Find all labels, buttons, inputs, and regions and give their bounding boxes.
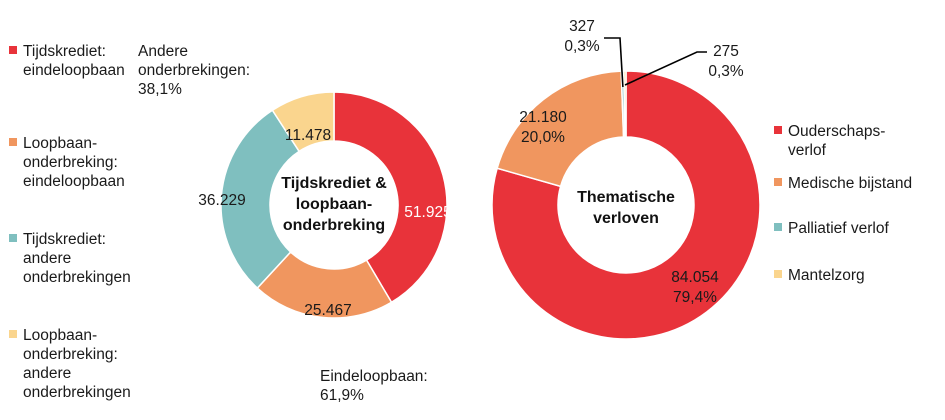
legend2-swatch-4 (774, 270, 782, 278)
donut2-value-label-4: 275 0,3% (708, 43, 744, 80)
legend1-swatch-4 (9, 330, 17, 338)
donut1-value-label-1: 51.925 (404, 204, 451, 221)
legend1-swatch-3 (9, 234, 17, 242)
legend1-swatch-1 (9, 46, 17, 54)
legend2-entry-2: Medische bijstand (788, 175, 912, 192)
donut1-value-label-3: 36.229 (198, 192, 245, 209)
annotation-eindeloopbaan: Eindeloopbaan: 61,9% (320, 368, 428, 404)
donut2-value-label-2: 21.180 20,0% (519, 109, 567, 146)
legend1-entry-1: Tijdskrediet: eindeloopbaan (23, 43, 125, 79)
donut2-value-label-1: 84.054 79,4% (671, 269, 719, 306)
legend1-entry-4: Loopbaan-onderbreking: andere onderbreking… (23, 327, 131, 401)
annotation-andere-onderbrekingen: Andere onderbrekingen: 38,1% (138, 43, 250, 98)
legend2-entry-4: Mantelzorg (788, 267, 865, 284)
donut2-slice-1 (491, 70, 761, 340)
donut2-slice-2 (496, 70, 625, 188)
donut1-value-label-2: 25.467 (304, 302, 351, 319)
donut1-center-title: Tijdskrediet & loopbaan-onderbreking (281, 175, 387, 234)
donut1-value-label-4: 11.478 (285, 127, 331, 144)
legend2-entry-3: Palliatief verlof (788, 220, 889, 237)
donut2-leader-line-3 (604, 37, 624, 88)
donut1-slice-3 (220, 109, 301, 290)
donut2-slice-4 (623, 70, 627, 138)
legend1-swatch-2 (9, 138, 17, 146)
legend1-entry-3: Tijdskrediet: andere onderbrekingen (23, 231, 131, 286)
donut2-center-title: Thematische verloven (577, 189, 675, 227)
donut2-leader-line-4 (624, 51, 707, 86)
donut1-slice-4 (271, 91, 335, 153)
legend2-swatch-2 (774, 178, 782, 186)
legend2-swatch-1 (774, 126, 782, 134)
legend1-entry-2: Loopbaan-onderbreking: eindeloopbaan (23, 135, 125, 190)
legend2-swatch-3 (774, 223, 782, 231)
donut2-value-label-3: 327 0,3% (564, 18, 600, 55)
donut1-slice-1 (333, 91, 448, 304)
legend2-entry-1: Ouderschaps-verlof (788, 123, 885, 159)
